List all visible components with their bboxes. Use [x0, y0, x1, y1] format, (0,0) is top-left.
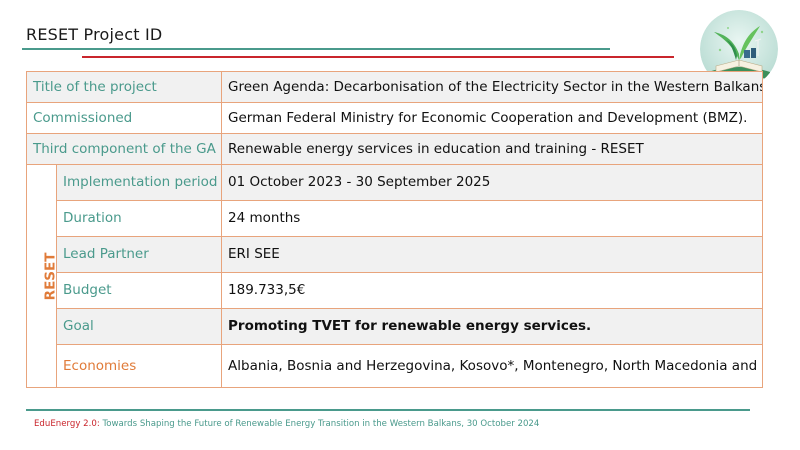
footer-event-name: EduEnergy 2.0:	[34, 419, 100, 429]
title-underline-red	[82, 56, 674, 58]
row-value-duration: 24 months	[221, 200, 764, 237]
reset-group-label: RESET	[42, 252, 57, 300]
table-row-goal: Goal Promoting TVET for renewable energy…	[26, 308, 764, 345]
table-row-commissioned: Commissioned German Federal Ministry for…	[25, 102, 764, 134]
row-value-budget: 189.733,5€	[221, 272, 764, 309]
footer-event-desc: Towards Shaping the Future of Renewable …	[99, 419, 540, 429]
reset-group-cell: RESET	[26, 164, 57, 388]
row-label-goal: Goal	[55, 308, 223, 345]
footer-text: EduEnergy 2.0: Towards Shaping the Futur…	[34, 419, 539, 429]
row-value-component: Renewable energy services in education a…	[221, 133, 764, 165]
row-label-lead-partner: Lead Partner	[55, 236, 223, 273]
table-row-component: Third component of the GA Renewable ener…	[25, 133, 764, 165]
table-row-title: Title of the project Green Agenda: Decar…	[25, 71, 764, 103]
row-value-lead-partner: ERI SEE	[221, 236, 764, 273]
footer-divider	[26, 409, 750, 411]
table-row-duration: Duration 24 months	[27, 200, 764, 237]
row-label-commissioned: Commissioned	[25, 102, 223, 134]
row-label-title: Title of the project	[25, 71, 223, 103]
table-row-implementation: RESET Implementation period 01 October 2…	[26, 164, 764, 388]
row-value-goal: Promoting TVET for renewable energy serv…	[221, 308, 764, 345]
row-value-economies: Albania, Bosnia and Herzegovina, Kosovo*…	[221, 344, 764, 388]
project-info-table: Title of the project Green Agenda: Decar…	[25, 71, 764, 388]
row-label-component: Third component of the GA	[25, 133, 223, 165]
table-row-economies: Economies Albania, Bosnia and Herzegovin…	[27, 344, 764, 388]
row-value-commissioned: German Federal Ministry for Economic Coo…	[221, 102, 764, 134]
row-label-economies: Economies	[55, 344, 223, 388]
table-row-budget: Budget 189.733,5€	[27, 272, 764, 309]
slide-title: RESET Project ID	[26, 25, 163, 44]
row-label-implementation: Implementation period	[55, 164, 223, 201]
table-row-lead-partner: Lead Partner ERI SEE	[26, 236, 764, 273]
row-label-duration: Duration	[55, 200, 223, 237]
title-underline-teal	[22, 48, 610, 50]
row-value-title: Green Agenda: Decarbonisation of the Ele…	[221, 71, 764, 103]
row-value-implementation: 01 October 2023 - 30 September 2025	[221, 164, 764, 201]
row-label-budget: Budget	[55, 272, 223, 309]
